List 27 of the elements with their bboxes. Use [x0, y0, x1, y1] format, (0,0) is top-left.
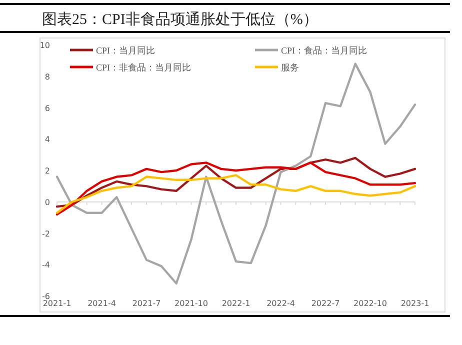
x-tick-label: 2021-4 — [88, 299, 116, 308]
line-series — [56, 174, 416, 214]
x-tick-label: 2021-7 — [132, 299, 161, 308]
y-tick-label: -4 — [42, 260, 50, 270]
y-tick-label: 6 — [44, 104, 50, 113]
x-tick-label: 2022-4 — [266, 299, 295, 308]
x-tick-label: 2021-1 — [42, 299, 72, 308]
y-tick-label: 4 — [44, 135, 50, 144]
line-series — [56, 162, 416, 216]
legend-label: 服务 — [281, 62, 299, 72]
legend-label: CPI：当月同比 — [96, 46, 156, 56]
chart-title: 图表25：CPI非食品项通胀处于低位（%） — [42, 11, 318, 28]
y-tick-label: -6 — [42, 292, 50, 301]
y-tick-label: -2 — [42, 229, 50, 238]
y-tick-label: 2 — [44, 166, 50, 176]
y-tick-label: 8 — [44, 72, 50, 82]
x-tick-label: 2023-1 — [400, 299, 430, 308]
x-tick-label: 2022-7 — [311, 299, 340, 308]
legend-label: CPI：非食品：当月同比 — [96, 62, 192, 72]
y-tick-label: 10 — [40, 41, 50, 50]
line-series — [56, 156, 416, 208]
legend-label: CPI：食品：当月同比 — [281, 46, 368, 56]
x-tick-label: 2021-10 — [174, 299, 208, 308]
line-series — [56, 62, 416, 285]
x-tick-label: 2022-1 — [222, 299, 250, 308]
y-tick-label: 0 — [44, 198, 50, 207]
x-tick-label: 2022-10 — [354, 299, 387, 308]
